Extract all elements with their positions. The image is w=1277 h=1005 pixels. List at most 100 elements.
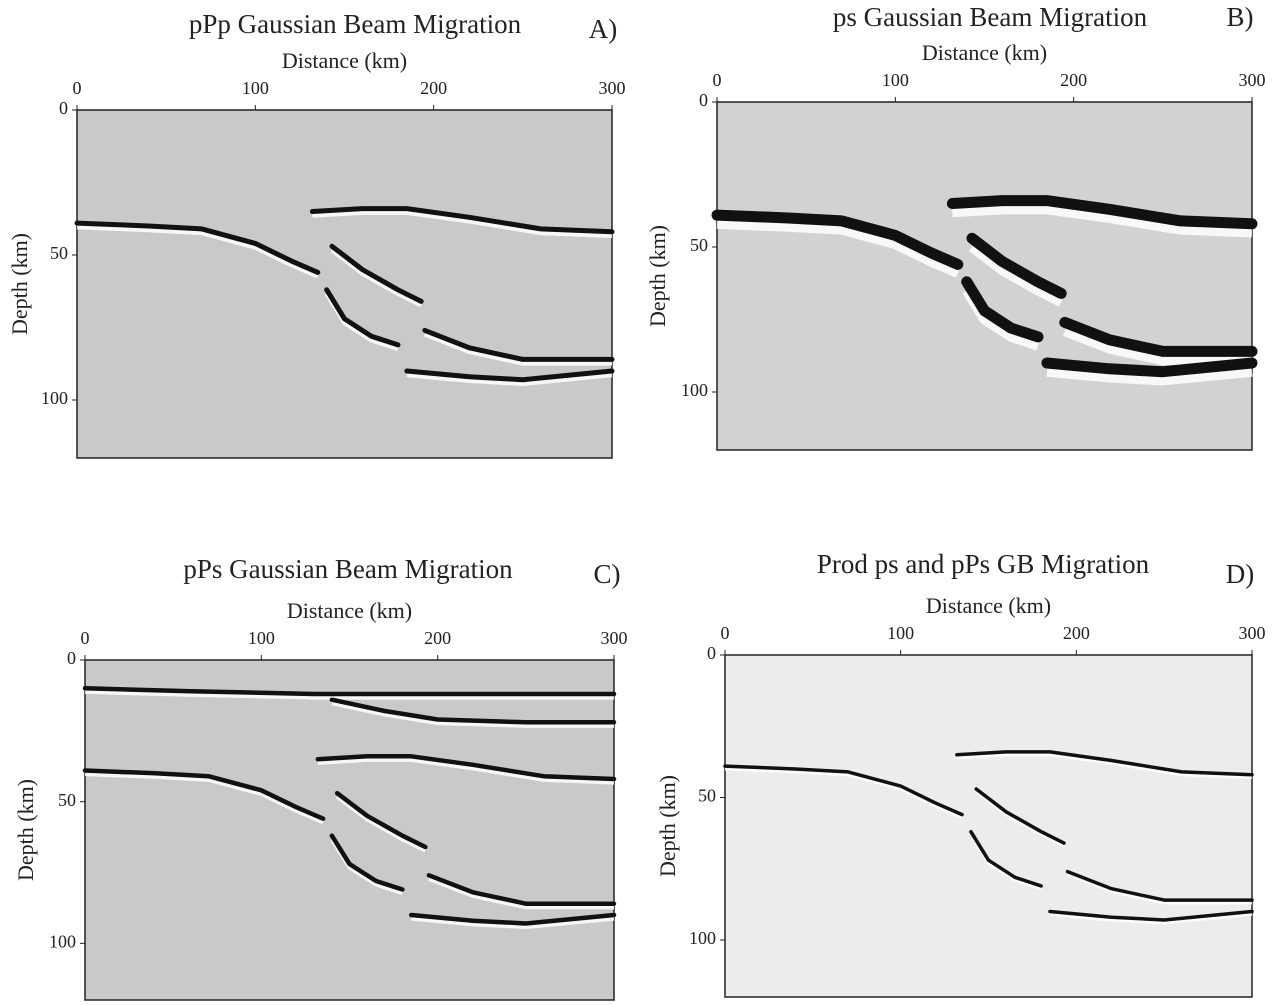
x-tick-label: 200 bbox=[1060, 70, 1087, 90]
reflector-halo bbox=[724, 767, 963, 819]
reflectors bbox=[82, 686, 617, 930]
reflector-halo bbox=[968, 243, 1064, 307]
x-tick-label: 100 bbox=[242, 78, 269, 98]
x-tick-label: 200 bbox=[1063, 623, 1090, 643]
panel-label: C) bbox=[594, 559, 621, 589]
x-tick-label: 0 bbox=[721, 623, 730, 643]
reflector-halo bbox=[76, 224, 319, 279]
panel-label: D) bbox=[1226, 559, 1255, 589]
x-tick-label: 300 bbox=[1239, 70, 1266, 90]
x-tick-label: 300 bbox=[599, 78, 626, 98]
x-axis-label: Distance (km) bbox=[926, 593, 1051, 618]
y-tick-label: 0 bbox=[59, 98, 68, 118]
reflector-halo bbox=[1049, 912, 1253, 925]
y-axis-label: Depth (km) bbox=[7, 233, 32, 335]
x-axis-label: Distance (km) bbox=[287, 598, 412, 623]
panel-title: Prod ps and pPs GB Migration bbox=[817, 549, 1150, 579]
reflector-halo bbox=[331, 701, 614, 728]
seismic-image bbox=[724, 654, 1253, 998]
reflectors bbox=[723, 750, 1254, 925]
panel: Prod ps and pPs GB Migration D) Distance (… bbox=[655, 549, 1266, 998]
y-axis-label: Depth (km) bbox=[13, 779, 38, 881]
panel: pPs Gaussian Beam Migration C) Distance (k… bbox=[13, 554, 628, 1001]
x-axis-label: Distance (km) bbox=[922, 40, 1047, 65]
y-tick-label: 50 bbox=[698, 786, 716, 806]
seismic-image bbox=[76, 109, 613, 459]
x-tick-label: 100 bbox=[882, 70, 909, 90]
reflector bbox=[974, 787, 1066, 845]
reflector-halo bbox=[952, 204, 1253, 238]
reflector-halo bbox=[84, 689, 614, 700]
reflector bbox=[426, 873, 617, 906]
y-tick-label: 100 bbox=[681, 380, 708, 400]
reflector-halo bbox=[84, 772, 324, 825]
y-tick-label: 100 bbox=[41, 388, 68, 408]
seismic-image bbox=[716, 101, 1253, 451]
reflector bbox=[969, 829, 1043, 888]
reflector bbox=[955, 750, 1254, 777]
panel-label: A) bbox=[589, 14, 618, 44]
panel-title: pPs Gaussian Beam Migration bbox=[183, 554, 513, 584]
x-tick-label: 0 bbox=[713, 70, 722, 90]
reflector-halo bbox=[317, 757, 615, 785]
reflector-halo bbox=[975, 790, 1065, 848]
x-tick-label: 100 bbox=[248, 628, 275, 648]
y-axis-label: Depth (km) bbox=[655, 775, 680, 877]
y-tick-label: 50 bbox=[690, 235, 708, 255]
seismic-image bbox=[84, 659, 615, 1001]
reflector bbox=[422, 327, 615, 362]
x-tick-label: 300 bbox=[1239, 623, 1266, 643]
y-tick-label: 50 bbox=[50, 243, 68, 263]
x-axis-label: Distance (km) bbox=[282, 48, 407, 73]
x-tick-label: 0 bbox=[73, 78, 82, 98]
reflector-halo bbox=[406, 372, 613, 386]
reflector bbox=[404, 368, 615, 383]
reflector bbox=[329, 243, 424, 304]
reflector-halo bbox=[1066, 872, 1252, 905]
reflector bbox=[82, 768, 326, 821]
reflector bbox=[324, 287, 401, 348]
reflector bbox=[946, 195, 1258, 230]
reflector-halo bbox=[423, 332, 612, 366]
y-tick-label: 100 bbox=[49, 931, 76, 951]
panel-label: B) bbox=[1227, 2, 1254, 32]
panel: pPp Gaussian Beam Migration A) Distance (k… bbox=[7, 9, 626, 459]
reflector bbox=[711, 209, 964, 270]
reflector bbox=[329, 833, 405, 892]
reflectors bbox=[74, 206, 615, 386]
reflector bbox=[82, 686, 617, 697]
reflector bbox=[315, 754, 617, 782]
reflector bbox=[1065, 869, 1254, 902]
panel: ps Gaussian Beam Migration B) Distance (km… bbox=[645, 2, 1266, 451]
y-tick-label: 50 bbox=[58, 790, 76, 810]
y-tick-label: 0 bbox=[707, 643, 716, 663]
x-tick-label: 0 bbox=[81, 628, 90, 648]
reflector-halo bbox=[330, 248, 423, 308]
x-tick-label: 300 bbox=[601, 628, 628, 648]
y-axis-label: Depth (km) bbox=[645, 225, 670, 327]
reflector bbox=[1059, 316, 1258, 357]
reflector bbox=[1048, 909, 1254, 922]
reflector-halo bbox=[312, 210, 613, 239]
reflector bbox=[961, 276, 1044, 343]
reflector bbox=[334, 790, 428, 850]
reflector-halo bbox=[716, 218, 960, 278]
x-tick-label: 200 bbox=[420, 78, 447, 98]
x-tick-label: 100 bbox=[887, 623, 914, 643]
reflector bbox=[408, 912, 617, 926]
x-tick-label: 200 bbox=[424, 628, 451, 648]
reflector bbox=[1041, 357, 1258, 378]
reflector-halo bbox=[335, 795, 427, 853]
reflectors bbox=[711, 195, 1258, 386]
y-tick-label: 100 bbox=[689, 928, 716, 948]
reflector-halo bbox=[1046, 366, 1253, 386]
reflector-halo bbox=[428, 877, 614, 910]
reflector bbox=[966, 232, 1067, 299]
reflector bbox=[74, 220, 321, 275]
panel-title: pPp Gaussian Beam Migration bbox=[189, 9, 522, 39]
reflector bbox=[723, 764, 964, 817]
reflector-halo bbox=[411, 916, 615, 930]
y-tick-label: 0 bbox=[699, 90, 708, 110]
reflector-halo bbox=[1062, 326, 1252, 366]
